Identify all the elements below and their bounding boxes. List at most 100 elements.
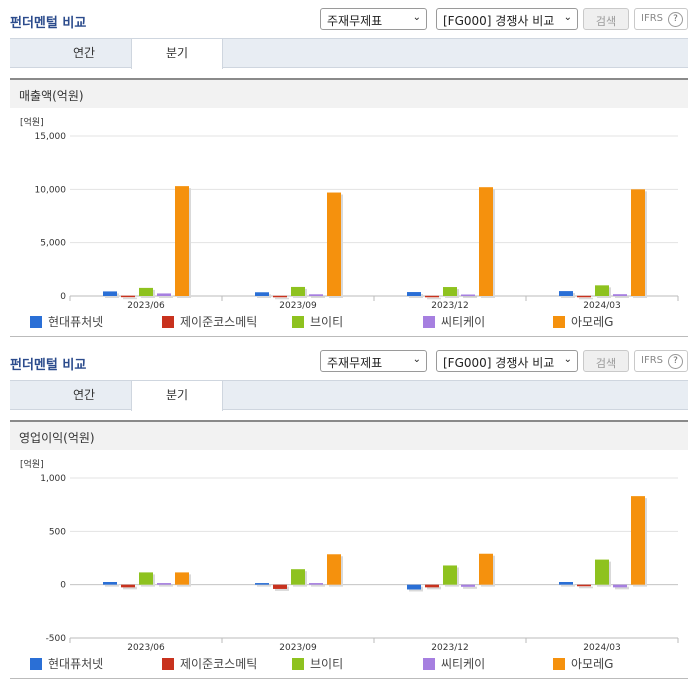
- section-title: 영업이익(억원): [19, 431, 95, 445]
- chevron-down-icon: ⌄: [412, 354, 421, 365]
- legend-item[interactable]: 제이준코스메틱: [162, 655, 257, 672]
- bar: [309, 294, 323, 296]
- compare-select[interactable]: [FG000] 경쟁사 비교 ⌄: [436, 350, 578, 372]
- legend-swatch: [162, 658, 174, 670]
- legend-item[interactable]: 현대퓨처넷: [30, 313, 103, 330]
- bar: [407, 292, 421, 296]
- x-tick-label: 2024/03: [583, 301, 620, 311]
- y-tick-label: 5,000: [40, 239, 66, 249]
- legend-item[interactable]: 아모레G: [553, 313, 613, 330]
- x-tick-label: 2023/06: [127, 301, 165, 311]
- bar: [613, 294, 627, 296]
- bar-shadow: [159, 295, 173, 298]
- legend-swatch: [553, 658, 565, 670]
- compare-select[interactable]: [FG000] 경쟁사 비교 ⌄: [436, 8, 578, 30]
- ifrs-help-button[interactable]: IFRS ?: [634, 350, 688, 372]
- legend-label: 아모레G: [571, 657, 614, 671]
- bar: [175, 186, 189, 296]
- legend-item[interactable]: 제이준코스메틱: [162, 313, 257, 330]
- legend-label: 씨티케이: [441, 315, 486, 329]
- legend-swatch: [423, 316, 435, 328]
- tab-annual[interactable]: 연간: [72, 388, 96, 402]
- compare-select-value: [FG000] 경쟁사 비교: [443, 14, 555, 28]
- bar: [139, 287, 153, 296]
- statement-select[interactable]: 주재무제표 ⌄: [320, 350, 427, 372]
- unit-label: [억원]: [20, 116, 44, 128]
- divider: [10, 678, 688, 679]
- legend-label: 제이준코스메틱: [180, 657, 258, 671]
- chevron-down-icon: ⌄: [563, 12, 572, 23]
- bar: [461, 294, 475, 297]
- statement-select-value: 주재무제표: [327, 14, 383, 28]
- help-icon: ?: [668, 354, 683, 369]
- chart-legend: 현대퓨처넷 제이준코스메틱 브이티 씨티케이 아모레G: [30, 313, 690, 329]
- tab-quarterly[interactable]: 분기: [131, 39, 223, 69]
- legend-label: 브이티: [310, 657, 344, 671]
- statement-select-value: 주재무제표: [327, 356, 383, 370]
- section-header: 매출액(억원): [10, 78, 688, 108]
- period-tabs: 연간 분기: [10, 380, 688, 411]
- tab-annual[interactable]: 연간: [72, 46, 96, 60]
- chart-legend: 현대퓨처넷 제이준코스메틱 브이티 씨티케이 아모레G: [30, 655, 690, 671]
- legend-item[interactable]: 아모레G: [553, 655, 613, 672]
- fundamental-panel-operating-income: 펀더멘털 비교 주재무제표 ⌄ [FG000] 경쟁사 비교 ⌄ 검색 IFRS…: [0, 342, 696, 450]
- legend-label: 브이티: [310, 315, 344, 329]
- legend-item[interactable]: 현대퓨처넷: [30, 655, 103, 672]
- ifrs-label: IFRS: [641, 355, 663, 366]
- y-tick-label: 10,000: [35, 185, 67, 195]
- bar-shadow: [123, 297, 137, 300]
- search-button[interactable]: 검색: [583, 350, 629, 372]
- ifrs-help-button[interactable]: IFRS ?: [634, 8, 688, 30]
- bar-shadow: [275, 297, 289, 300]
- compare-select-value: [FG000] 경쟁사 비교: [443, 356, 555, 370]
- help-icon: ?: [668, 12, 683, 27]
- bar: [273, 295, 287, 298]
- x-tick-label: 2023/09: [279, 301, 317, 311]
- panel-header: 펀더멘털 비교 주재무제표 ⌄ [FG000] 경쟁사 비교 ⌄ 검색 IFRS…: [0, 0, 696, 38]
- fundamental-panel-revenue: 펀더멘털 비교 주재무제표 ⌄ [FG000] 경쟁사 비교 ⌄ 검색 IFRS…: [0, 0, 696, 108]
- legend-swatch: [30, 316, 42, 328]
- bar-shadow: [579, 297, 593, 300]
- legend-swatch: [553, 316, 565, 328]
- panel-title: 펀더멘털 비교: [10, 358, 87, 373]
- legend-label: 아모레G: [571, 315, 614, 329]
- bar: [327, 192, 341, 296]
- y-tick-label: 0: [60, 292, 66, 302]
- chevron-down-icon: ⌄: [412, 12, 421, 23]
- period-tabs: 연간 분기: [10, 38, 688, 69]
- bar-shadow: [615, 296, 629, 298]
- statement-select[interactable]: 주재무제표 ⌄: [320, 8, 427, 30]
- legend-swatch: [292, 316, 304, 328]
- bar: [103, 291, 117, 296]
- tab-quarterly[interactable]: 분기: [131, 381, 223, 411]
- bar-shadow: [427, 297, 441, 300]
- legend-item[interactable]: 씨티케이: [423, 655, 485, 672]
- bar: [559, 291, 573, 296]
- y-tick-label: 15,000: [35, 132, 67, 142]
- bar: [577, 295, 591, 298]
- legend-swatch: [423, 658, 435, 670]
- legend-item[interactable]: 씨티케이: [423, 313, 485, 330]
- divider: [10, 336, 688, 337]
- legend-label: 현대퓨처넷: [48, 657, 104, 671]
- panel-header: 펀더멘털 비교 주재무제표 ⌄ [FG000] 경쟁사 비교 ⌄ 검색 IFRS…: [0, 342, 696, 380]
- bar: [595, 285, 609, 296]
- x-tick-label: 2023/12: [431, 301, 468, 311]
- bar: [255, 292, 269, 296]
- legend-swatch: [292, 658, 304, 670]
- bar-shadow: [311, 296, 325, 298]
- panel-title: 펀더멘털 비교: [10, 16, 87, 31]
- section-header: 영업이익(억원): [10, 420, 688, 450]
- bar-shadow: [409, 294, 423, 298]
- bar: [443, 287, 457, 296]
- legend-item[interactable]: 브이티: [292, 655, 343, 672]
- legend-item[interactable]: 브이티: [292, 313, 343, 330]
- search-button[interactable]: 검색: [583, 8, 629, 30]
- bar: [479, 187, 493, 296]
- legend-swatch: [30, 658, 42, 670]
- ifrs-label: IFRS: [641, 13, 663, 24]
- bar: [157, 293, 171, 296]
- section-title: 매출액(억원): [19, 89, 84, 103]
- legend-swatch: [162, 316, 174, 328]
